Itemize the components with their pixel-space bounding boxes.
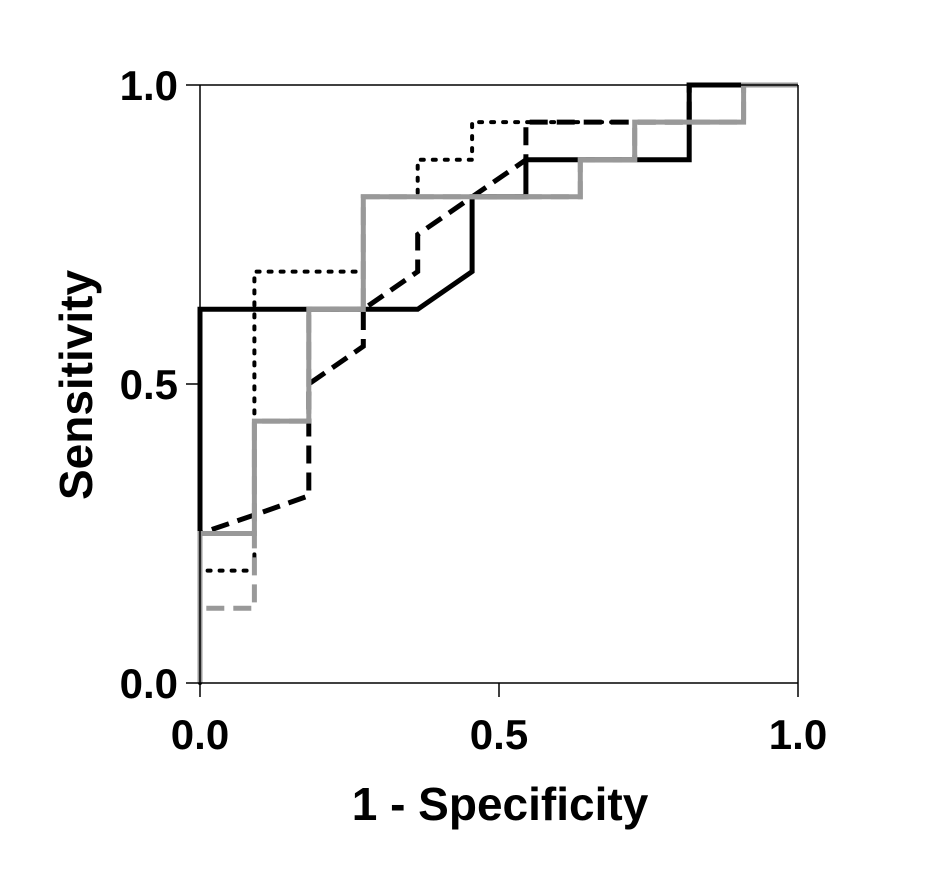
x-tick-label: 0.0: [171, 711, 229, 758]
series-line-5: [197, 82, 798, 683]
axes: 0.0 0.5 1.0 0.0 0.5 1.0: [120, 62, 828, 758]
x-axis-label: 1 - Specificity: [352, 778, 649, 830]
series-line-2: [198, 83, 800, 685]
y-tick-label: 0.0: [120, 660, 178, 707]
series-line-1: [197, 82, 798, 683]
y-tick-label: 1.0: [120, 62, 178, 109]
y-tick-label: 0.5: [120, 361, 178, 408]
series-line-4: [197, 82, 798, 683]
series-line-3: [197, 82, 798, 683]
plot-frame: [199, 84, 799, 684]
x-tick-label: 0.5: [470, 711, 528, 758]
x-tick-label: 1.0: [769, 711, 827, 758]
series-layer: [197, 82, 800, 685]
y-axis-label: Sensitivity: [50, 270, 102, 501]
